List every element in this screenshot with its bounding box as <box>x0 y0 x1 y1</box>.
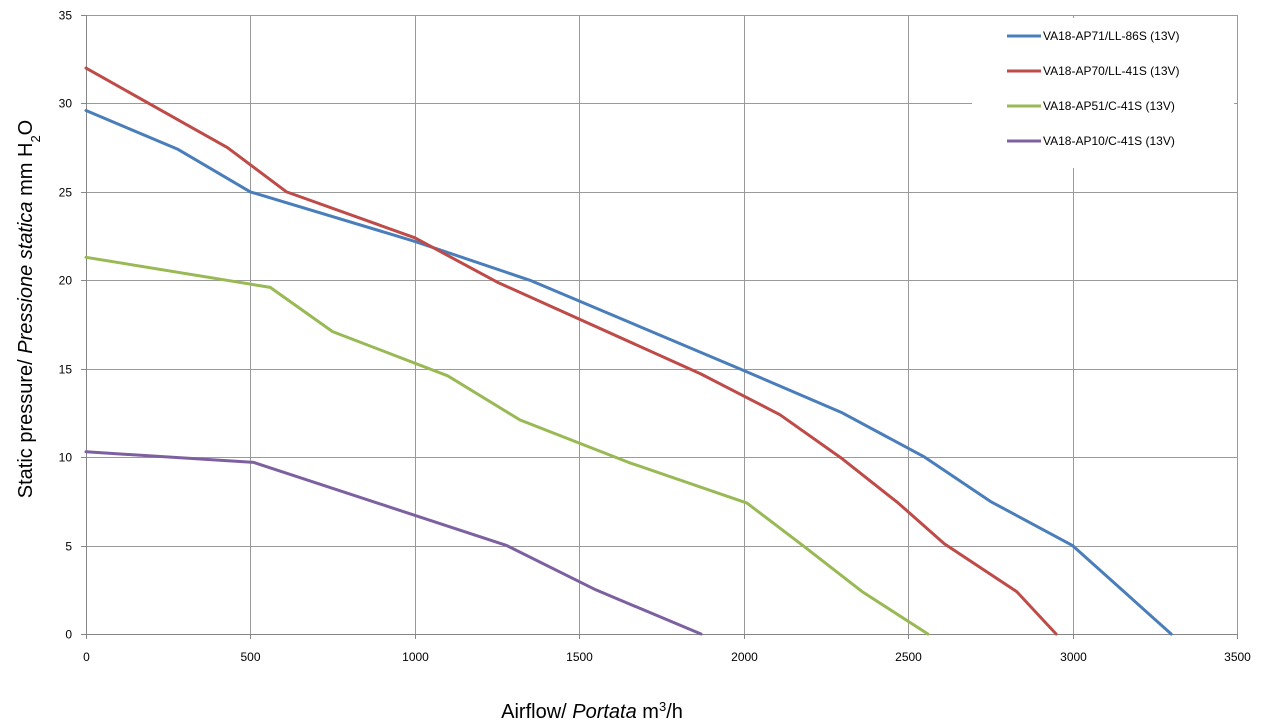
x-tick-label: 3000 <box>1060 650 1087 664</box>
y-tick-label: 20 <box>59 274 73 288</box>
y-tick-label: 35 <box>59 9 73 23</box>
series-line-3 <box>84 255 930 636</box>
x-tick-label: 3500 <box>1224 650 1251 664</box>
gridlines <box>86 15 1238 635</box>
x-tick-label: 500 <box>240 650 260 664</box>
axis-titles: Airflow/ Portata m3/h Static pressure/ P… <box>15 120 683 723</box>
series-line-4 <box>84 450 703 636</box>
series-lines <box>84 66 1173 636</box>
x-tick-label: 0 <box>83 650 90 664</box>
x-tick-label: 1500 <box>566 650 593 664</box>
y-tick-label: 0 <box>65 628 72 642</box>
legend: VA18-AP71/LL-86S (13V) VA18-AP70/LL-41S (… <box>972 18 1234 168</box>
y-tick-label: 5 <box>65 540 72 554</box>
series-line-1 <box>84 109 1173 636</box>
legend-label: VA18-AP10/C-41S (13V) <box>1043 134 1175 148</box>
y-tick-label: 15 <box>59 363 73 377</box>
x-tick-label: 1000 <box>402 650 429 664</box>
y-tick-label: 10 <box>59 451 73 465</box>
legend-label: VA18-AP70/LL-41S (13V) <box>1043 64 1180 78</box>
y-axis-title: Static pressure/ Pressione statica mm H2… <box>15 120 43 499</box>
series-line-2 <box>84 66 1058 636</box>
y-tick-label: 30 <box>59 97 73 111</box>
y-tick-label: 25 <box>59 186 73 200</box>
x-tick-label: 2000 <box>731 650 758 664</box>
axes: 0 5 10 15 20 25 30 35 0 500 1000 1500 2000 2500 3000 35… <box>59 9 1252 665</box>
legend-background <box>972 18 1234 168</box>
legend-label: VA18-AP51/C-41S (13V) <box>1043 99 1175 113</box>
x-tick-label: 2500 <box>895 650 922 664</box>
x-axis-title: Airflow/ Portata m3/h <box>501 699 683 724</box>
legend-label: VA18-AP71/LL-86S (13V) <box>1043 29 1180 43</box>
